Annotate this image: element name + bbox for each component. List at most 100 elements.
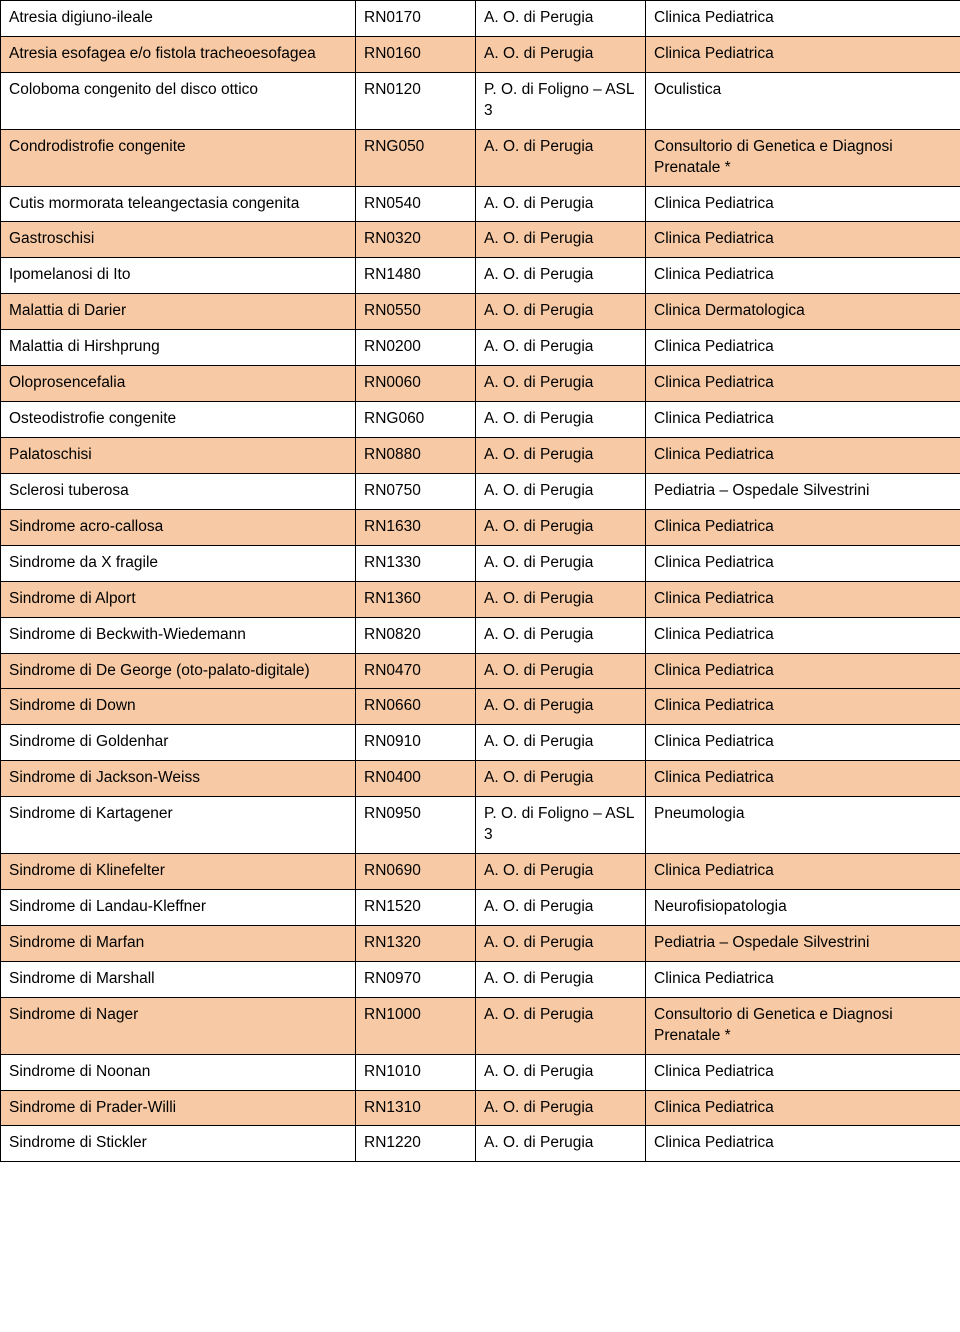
disease-code-cell: RN0470 xyxy=(356,653,476,689)
department-cell: Clinica Pediatrica xyxy=(646,653,960,689)
disease-code-cell: RN0750 xyxy=(356,473,476,509)
disease-code-cell: RN0120 xyxy=(356,72,476,129)
department-cell: Clinica Pediatrica xyxy=(646,725,960,761)
facility-cell: A. O. di Perugia xyxy=(476,725,646,761)
table-row: Sindrome di Jackson-WeissRN0400A. O. di … xyxy=(1,761,960,797)
table-row: GastroschisiRN0320A. O. di PerugiaClinic… xyxy=(1,222,960,258)
facility-cell: A. O. di Perugia xyxy=(476,330,646,366)
disease-name-cell: Sindrome di Landau-Kleffner xyxy=(1,889,356,925)
facility-cell: A. O. di Perugia xyxy=(476,186,646,222)
department-cell: Pneumologia xyxy=(646,797,960,854)
disease-code-cell: RN1360 xyxy=(356,581,476,617)
disease-table-body: Atresia digiuno-ilealeRN0170A. O. di Per… xyxy=(1,1,960,1162)
department-cell: Clinica Pediatrica xyxy=(646,402,960,438)
department-cell: Pediatria – Ospedale Silvestrini xyxy=(646,925,960,961)
department-cell: Clinica Pediatrica xyxy=(646,761,960,797)
table-row: Malattia di HirshprungRN0200A. O. di Per… xyxy=(1,330,960,366)
disease-code-cell: RNG050 xyxy=(356,129,476,186)
disease-code-cell: RN0160 xyxy=(356,36,476,72)
table-row: Coloboma congenito del disco otticoRN012… xyxy=(1,72,960,129)
department-cell: Clinica Pediatrica xyxy=(646,545,960,581)
facility-cell: A. O. di Perugia xyxy=(476,1054,646,1090)
table-row: Sindrome acro-callosaRN1630A. O. di Peru… xyxy=(1,509,960,545)
facility-cell: A. O. di Perugia xyxy=(476,1126,646,1162)
table-row: Atresia esofagea e/o fistola tracheoesof… xyxy=(1,36,960,72)
table-row: PalatoschisiRN0880A. O. di PerugiaClinic… xyxy=(1,437,960,473)
department-cell: Clinica Pediatrica xyxy=(646,1126,960,1162)
disease-name-cell: Sindrome di Down xyxy=(1,689,356,725)
department-cell: Clinica Pediatrica xyxy=(646,509,960,545)
facility-cell: A. O. di Perugia xyxy=(476,258,646,294)
table-row: Osteodistrofie congeniteRNG060A. O. di P… xyxy=(1,402,960,438)
disease-name-cell: Malattia di Hirshprung xyxy=(1,330,356,366)
facility-cell: A. O. di Perugia xyxy=(476,997,646,1054)
department-cell: Clinica Pediatrica xyxy=(646,581,960,617)
facility-cell: A. O. di Perugia xyxy=(476,366,646,402)
facility-cell: A. O. di Perugia xyxy=(476,854,646,890)
table-row: Malattia di DarierRN0550A. O. di Perugia… xyxy=(1,294,960,330)
disease-name-cell: Atresia esofagea e/o fistola tracheoesof… xyxy=(1,36,356,72)
disease-code-cell: RN1630 xyxy=(356,509,476,545)
table-row: Ipomelanosi di ItoRN1480A. O. di Perugia… xyxy=(1,258,960,294)
table-row: Sclerosi tuberosaRN0750A. O. di PerugiaP… xyxy=(1,473,960,509)
table-row: Sindrome di KartagenerRN0950P. O. di Fol… xyxy=(1,797,960,854)
facility-cell: A. O. di Perugia xyxy=(476,437,646,473)
disease-code-cell: RN0880 xyxy=(356,437,476,473)
department-cell: Clinica Pediatrica xyxy=(646,330,960,366)
disease-code-cell: RN1000 xyxy=(356,997,476,1054)
disease-code-cell: RN0170 xyxy=(356,1,476,37)
disease-code-cell: RN0690 xyxy=(356,854,476,890)
disease-name-cell: Sindrome di Marshall xyxy=(1,961,356,997)
department-cell: Clinica Pediatrica xyxy=(646,1,960,37)
table-row: Sindrome di Beckwith-WiedemannRN0820A. O… xyxy=(1,617,960,653)
facility-cell: A. O. di Perugia xyxy=(476,653,646,689)
facility-cell: A. O. di Perugia xyxy=(476,925,646,961)
facility-cell: A. O. di Perugia xyxy=(476,402,646,438)
facility-cell: A. O. di Perugia xyxy=(476,581,646,617)
facility-cell: A. O. di Perugia xyxy=(476,961,646,997)
disease-code-cell: RN1220 xyxy=(356,1126,476,1162)
department-cell: Consultorio di Genetica e Diagnosi Prena… xyxy=(646,129,960,186)
disease-name-cell: Sindrome di Marfan xyxy=(1,925,356,961)
facility-cell: A. O. di Perugia xyxy=(476,473,646,509)
disease-name-cell: Sindrome di Goldenhar xyxy=(1,725,356,761)
department-cell: Clinica Pediatrica xyxy=(646,689,960,725)
department-cell: Clinica Pediatrica xyxy=(646,854,960,890)
disease-code-cell: RN0060 xyxy=(356,366,476,402)
disease-code-cell: RN0970 xyxy=(356,961,476,997)
department-cell: Clinica Dermatologica xyxy=(646,294,960,330)
table-row: Sindrome di AlportRN1360A. O. di Perugia… xyxy=(1,581,960,617)
department-cell: Pediatria – Ospedale Silvestrini xyxy=(646,473,960,509)
department-cell: Clinica Pediatrica xyxy=(646,617,960,653)
disease-name-cell: Sindrome di Nager xyxy=(1,997,356,1054)
disease-code-cell: RN0320 xyxy=(356,222,476,258)
disease-code-cell: RN0950 xyxy=(356,797,476,854)
department-cell: Neurofisiopatologia xyxy=(646,889,960,925)
disease-table: Atresia digiuno-ilealeRN0170A. O. di Per… xyxy=(0,0,960,1162)
facility-cell: A. O. di Perugia xyxy=(476,36,646,72)
disease-name-cell: Ipomelanosi di Ito xyxy=(1,258,356,294)
department-cell: Clinica Pediatrica xyxy=(646,1090,960,1126)
disease-code-cell: RN0820 xyxy=(356,617,476,653)
disease-name-cell: Atresia digiuno-ileale xyxy=(1,1,356,37)
table-row: Sindrome di GoldenharRN0910A. O. di Peru… xyxy=(1,725,960,761)
table-row: Sindrome di MarfanRN1320A. O. di Perugia… xyxy=(1,925,960,961)
disease-name-cell: Gastroschisi xyxy=(1,222,356,258)
facility-cell: A. O. di Perugia xyxy=(476,222,646,258)
table-row: Sindrome di DownRN0660A. O. di PerugiaCl… xyxy=(1,689,960,725)
department-cell: Clinica Pediatrica xyxy=(646,1054,960,1090)
disease-code-cell: RN1480 xyxy=(356,258,476,294)
disease-code-cell: RN0200 xyxy=(356,330,476,366)
disease-name-cell: Sindrome di Stickler xyxy=(1,1126,356,1162)
disease-code-cell: RN0550 xyxy=(356,294,476,330)
disease-name-cell: Sindrome di De George (oto-palato-digita… xyxy=(1,653,356,689)
disease-name-cell: Sindrome di Klinefelter xyxy=(1,854,356,890)
table-row: Sindrome di Prader-WilliRN1310A. O. di P… xyxy=(1,1090,960,1126)
facility-cell: A. O. di Perugia xyxy=(476,761,646,797)
facility-cell: A. O. di Perugia xyxy=(476,617,646,653)
disease-name-cell: Malattia di Darier xyxy=(1,294,356,330)
facility-cell: A. O. di Perugia xyxy=(476,129,646,186)
facility-cell: A. O. di Perugia xyxy=(476,1,646,37)
facility-cell: P. O. di Foligno – ASL 3 xyxy=(476,72,646,129)
facility-cell: A. O. di Perugia xyxy=(476,545,646,581)
